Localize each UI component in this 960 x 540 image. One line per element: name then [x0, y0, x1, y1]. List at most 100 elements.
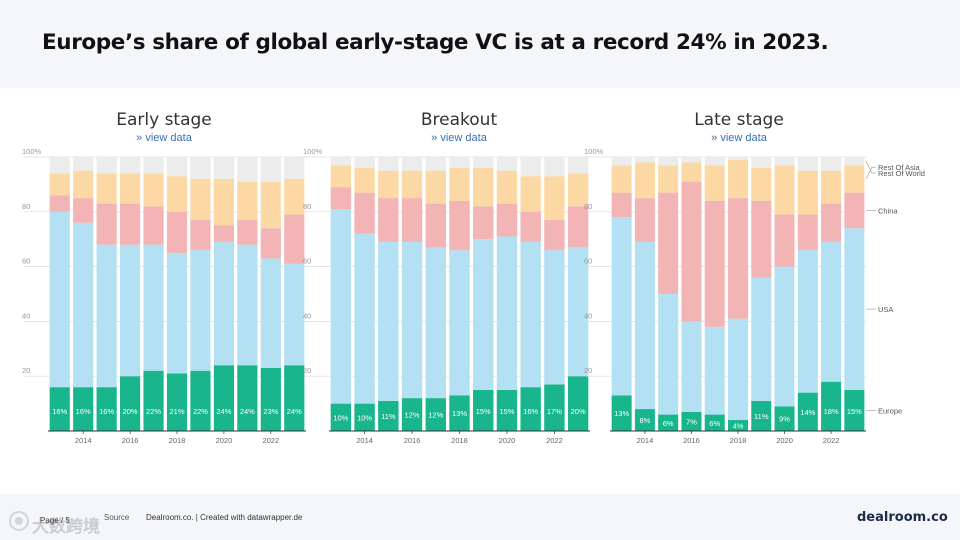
bar-segment-china — [473, 206, 494, 240]
bar-segment-usa — [751, 277, 772, 401]
view-data-link[interactable]: » view data — [136, 132, 192, 144]
bar-segment-europe — [96, 387, 117, 431]
bar-segment-rest-of-world — [821, 157, 842, 171]
bar-segment-rest-of-asia — [378, 170, 399, 199]
bar-segment-usa — [401, 241, 423, 399]
bar-segment-rest-of-world — [378, 157, 399, 171]
bar-segment-usa — [821, 241, 842, 382]
bar-segment-rest-of-asia — [520, 176, 541, 212]
bar-segment-usa — [844, 228, 865, 390]
bar-segment-usa — [166, 252, 188, 374]
bar-segment-usa — [284, 263, 305, 366]
bar-segment-usa — [449, 250, 470, 396]
bar-segment-rest-of-world — [401, 157, 423, 171]
bar-segment-rest-of-asia — [354, 167, 375, 193]
bar-segment-china — [378, 198, 399, 242]
bar-segment-europe — [120, 376, 141, 431]
bar-segment-rest-of-world — [520, 157, 541, 177]
bar-segment-europe — [237, 365, 258, 431]
bar-segment-usa — [96, 244, 117, 388]
bar-segment-europe — [425, 398, 446, 431]
bar-data-label: 22% — [146, 407, 161, 416]
bar-segment-china — [567, 206, 589, 248]
bar-data-label: 12% — [428, 411, 443, 420]
bar-segment-rest-of-world — [166, 157, 188, 177]
bar-data-label: 15% — [476, 407, 491, 416]
bar-segment-rest-of-asia — [330, 165, 352, 188]
bar-segment-europe — [751, 400, 772, 431]
chart-plot: 20 40 60 80 100% 16% 16% 16% 20% 22% 21% 22% 24% 24% 2… — [22, 147, 306, 445]
y-tick-label: 40 — [584, 311, 592, 320]
bar-segment-rest-of-asia — [284, 178, 305, 215]
bar-segment-china — [544, 220, 565, 251]
bar-segment-rest-of-asia — [797, 170, 818, 215]
bar-segment-rest-of-world — [844, 157, 865, 166]
bar-data-label: 22% — [193, 407, 208, 416]
bar-segment-rest-of-world — [496, 157, 518, 171]
bar-segment-rest-of-world — [120, 157, 141, 174]
bar-segment-china — [330, 187, 352, 210]
y-tick-label: 100% — [303, 147, 323, 156]
y-tick-label: 20 — [303, 366, 311, 375]
header-band — [0, 0, 960, 88]
bar-segment-europe — [49, 387, 70, 431]
bar-segment-rest-of-asia — [425, 170, 446, 204]
bar-segment-china — [727, 198, 749, 319]
bar-segment-rest-of-asia — [237, 181, 258, 221]
bar-segment-rest-of-world — [544, 157, 565, 177]
bar-segment-usa — [354, 233, 375, 404]
bar-segment-europe — [567, 376, 589, 431]
watermark-logo — [9, 511, 29, 531]
bar-segment-europe — [449, 395, 470, 431]
y-tick-label: 80 — [584, 202, 592, 211]
bar-segment-china — [120, 203, 141, 245]
bar-segment-europe — [544, 384, 565, 431]
brand-logo: dealroom.co — [857, 510, 948, 525]
bar-segment-china — [681, 181, 702, 322]
bar-segment-usa — [658, 294, 679, 415]
bar-segment-europe — [844, 389, 865, 431]
bar-segment-usa — [143, 244, 164, 371]
bar-data-label: 24% — [216, 407, 231, 416]
bar-segment-rest-of-asia — [166, 176, 188, 212]
view-data-link[interactable]: » view data — [431, 132, 487, 144]
bar-segment-rest-of-asia — [611, 165, 632, 193]
bar-segment-europe — [634, 409, 655, 431]
bar-data-label: 4% — [733, 422, 744, 431]
bar-data-label: 6% — [709, 419, 720, 428]
bar-segment-europe — [401, 398, 423, 431]
bar-segment-china — [658, 192, 679, 294]
bar-data-label: 11% — [754, 412, 769, 421]
bar-segment-china — [611, 192, 632, 218]
bar-segment-europe — [520, 387, 541, 431]
bar-segment-usa — [425, 247, 446, 399]
bar-segment-europe — [354, 403, 375, 431]
bar-segment-usa — [567, 247, 589, 377]
x-tick-label: 2016 — [122, 436, 139, 445]
x-tick-label: 2018 — [451, 436, 468, 445]
x-tick-label: 2014 — [75, 436, 92, 445]
bar-segment-rest-of-world — [634, 157, 655, 163]
bar-segment-rest-of-world — [143, 157, 164, 174]
bar-data-label: 9% — [779, 415, 790, 424]
bar-segment-china — [96, 203, 117, 245]
bar-segment-europe — [190, 370, 211, 431]
bar-segment-usa — [473, 239, 494, 390]
bar-data-label: 20% — [123, 407, 138, 416]
watermark-text: 大数跨境 — [32, 517, 100, 536]
bar-segment-europe — [213, 365, 234, 431]
bar-data-label: 20% — [571, 407, 586, 416]
bar-segment-europe — [143, 370, 164, 431]
bar-segment-rest-of-world — [96, 157, 117, 174]
bar-data-label: 16% — [99, 407, 114, 416]
bar-segment-rest-of-asia — [213, 178, 234, 226]
bar-segment-rest-of-asia — [774, 165, 795, 215]
bar-segment-usa — [727, 318, 749, 421]
bar-segment-china — [634, 198, 655, 242]
bar-segment-china — [774, 214, 795, 267]
y-tick-label: 40 — [22, 311, 30, 320]
x-tick-label: 2022 — [262, 436, 279, 445]
view-data-link[interactable]: » view data — [711, 132, 767, 144]
chart-title: Early stage — [116, 110, 212, 130]
bar-segment-rest-of-asia — [143, 173, 164, 207]
